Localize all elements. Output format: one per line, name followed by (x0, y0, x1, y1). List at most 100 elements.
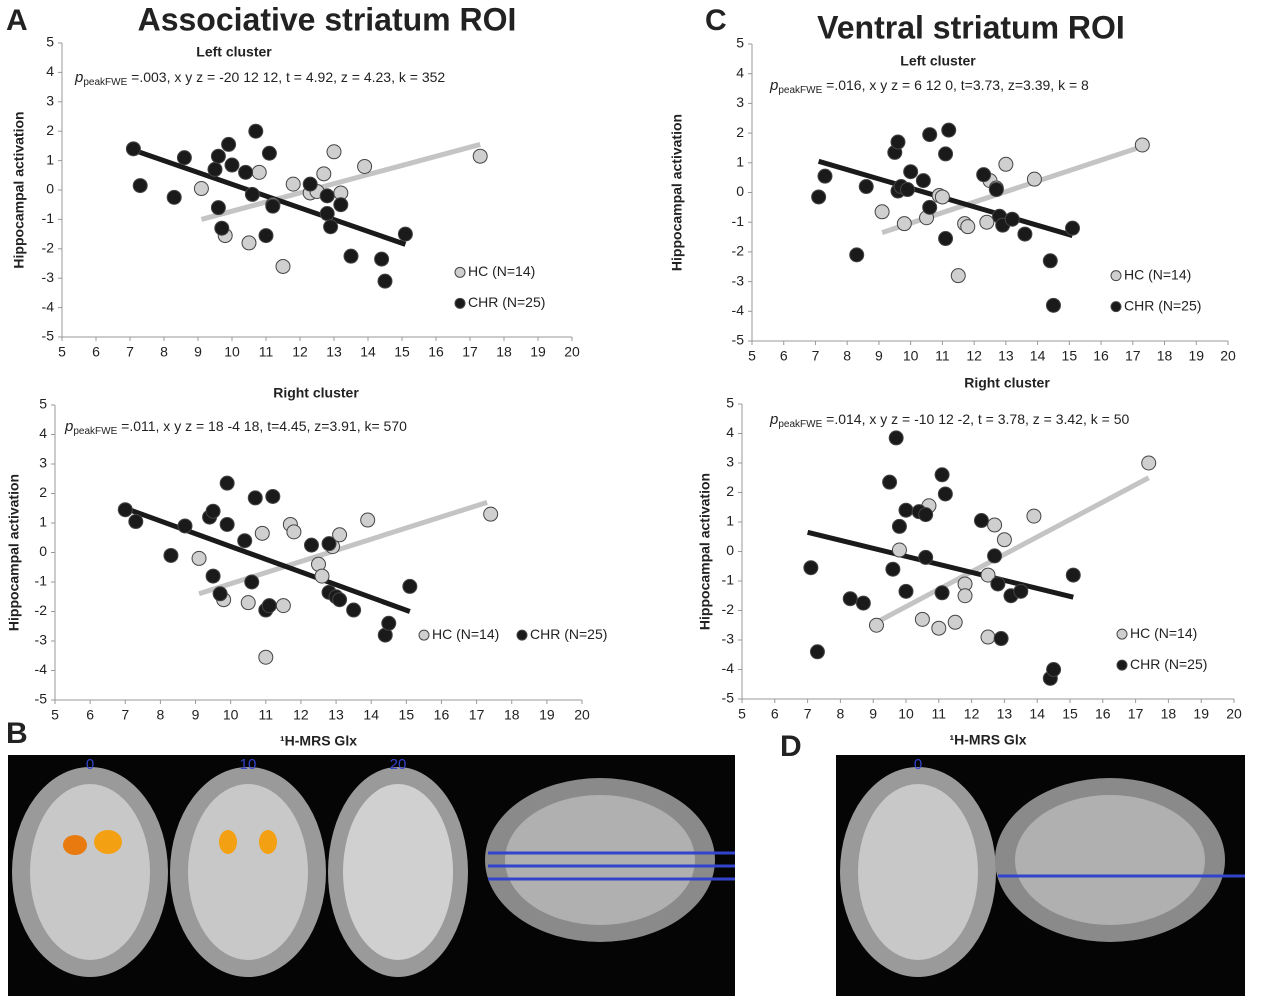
data-point (1135, 138, 1149, 152)
slice-label: 0 (914, 756, 922, 773)
y-tick-label: -5 (42, 328, 55, 344)
annotation: ppeakFWE =.003, x y z = -20 12 12, t = 4… (74, 69, 445, 88)
x-tick-label: 9 (869, 706, 877, 722)
data-point (238, 534, 252, 548)
panel-label: D (780, 730, 802, 763)
x-tick-label: 11 (935, 348, 950, 364)
data-point (241, 596, 255, 610)
y-tick-label: 3 (46, 93, 54, 109)
x-tick-label: 6 (86, 707, 94, 723)
x-tick-label: 7 (804, 706, 812, 722)
data-point (178, 519, 192, 533)
annotation-text: =.011, x y z = 18 -4 18, t=4.45, z=3.91,… (117, 418, 407, 434)
x-tick-label: 13 (997, 706, 1013, 722)
legend-label: HC (N=14) (1130, 625, 1197, 641)
data-point (892, 519, 906, 533)
data-point (875, 205, 889, 219)
x-tick-label: 19 (539, 707, 555, 723)
y-tick-label: 0 (726, 542, 734, 558)
slice-label: 0 (86, 756, 94, 773)
data-point (818, 169, 832, 183)
data-point (382, 616, 396, 630)
data-point (892, 543, 906, 557)
y-tick-label: -1 (722, 572, 735, 588)
y-tick-label: 3 (726, 454, 734, 470)
x-tick-label: 12 (292, 344, 308, 360)
x-tick-label: 10 (223, 707, 239, 723)
y-tick-label: -1 (732, 213, 745, 229)
data-point (129, 515, 143, 529)
annotation-p: p (769, 411, 778, 428)
data-point (988, 549, 1002, 563)
x-tick-label: 12 (966, 348, 982, 364)
data-point (398, 227, 412, 241)
x-tick-label: 12 (293, 707, 309, 723)
y-tick-label: -3 (722, 631, 735, 647)
y-tick-label: 5 (39, 396, 47, 412)
legend-marker (1117, 629, 1127, 639)
y-tick-label: 4 (726, 424, 734, 440)
data-point (222, 137, 236, 151)
data-point (242, 236, 256, 250)
data-point (869, 618, 883, 632)
data-point (958, 589, 972, 603)
annotation-sub: peakFWE (778, 419, 822, 430)
x-axis-label: ¹H-MRS Glx (280, 733, 357, 749)
x-tick-label: 8 (837, 706, 845, 722)
data-point (287, 525, 301, 539)
data-point (320, 207, 334, 221)
x-tick-label: 5 (738, 706, 746, 722)
x-tick-label: 14 (1030, 348, 1046, 364)
legend-label: HC (N=14) (432, 626, 499, 642)
data-point (948, 615, 962, 629)
y-tick-label: 0 (39, 543, 47, 559)
x-tick-label: 10 (903, 348, 919, 364)
x-tick-label: 20 (1220, 348, 1236, 364)
data-point (1046, 298, 1060, 312)
legend-label: HC (N=14) (468, 263, 535, 279)
data-point (266, 199, 280, 213)
y-tick-label: 4 (736, 64, 744, 80)
y-tick-label: 3 (39, 455, 47, 471)
brain-images-d (836, 755, 1245, 996)
data-point (304, 538, 318, 552)
x-tick-label: 16 (434, 707, 450, 723)
data-point (378, 274, 392, 288)
x-tick-label: 18 (496, 344, 512, 360)
data-point (403, 579, 417, 593)
data-point (1043, 254, 1057, 268)
x-tick-label: 10 (224, 344, 240, 360)
annotation-text: =.014, x y z = -10 12 -2, t = 3.78, z = … (822, 411, 1129, 427)
x-tick-label: 19 (1188, 348, 1204, 364)
x-tick-label: 7 (126, 344, 134, 360)
data-point (276, 599, 290, 613)
data-point (997, 533, 1011, 547)
legend-label: CHR (N=25) (530, 626, 607, 642)
y-tick-label: 4 (46, 63, 54, 79)
data-point (939, 147, 953, 161)
data-point (303, 177, 317, 191)
x-tick-label: 14 (360, 344, 376, 360)
y-axis-label: Hippocampal activation (6, 474, 22, 631)
y-tick-label: 1 (46, 151, 54, 167)
data-point (259, 229, 273, 243)
data-point (262, 599, 276, 613)
x-tick-label: 15 (394, 344, 410, 360)
y-tick-label: -2 (722, 601, 735, 617)
annotation-p: p (769, 77, 778, 94)
data-point (883, 475, 897, 489)
data-point (266, 489, 280, 503)
y-tick-label: -5 (722, 690, 735, 706)
data-point (211, 149, 225, 163)
data-point (974, 514, 988, 528)
data-point (891, 135, 905, 149)
data-point (225, 158, 239, 172)
annotation-p: p (74, 69, 83, 86)
y-tick-label: -4 (722, 660, 735, 676)
x-tick-label: 20 (1226, 706, 1242, 722)
data-point (334, 198, 348, 212)
y-tick-label: 2 (46, 122, 54, 138)
x-tick-label: 14 (363, 707, 379, 723)
data-point (1018, 227, 1032, 241)
data-point (804, 561, 818, 575)
